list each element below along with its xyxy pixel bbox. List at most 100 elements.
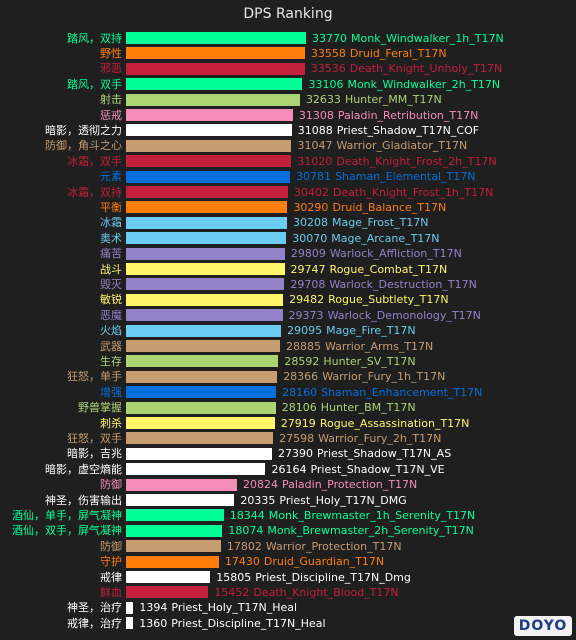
bar-label: 30070 Mage_Arcane_T17N	[292, 231, 439, 246]
spec-label: 元素	[100, 170, 122, 184]
bar-label: 28160 Shaman_Enhancement_T17N	[282, 385, 482, 400]
bar-value: 18074	[228, 524, 264, 538]
bar-label: 18074 Monk_Brewmaster_2h_Serenity_T17N	[228, 523, 474, 538]
bar-label: 17430 Druid_Guardian_T17N	[225, 554, 384, 569]
bar-value: 18344	[229, 508, 265, 522]
bar	[126, 524, 223, 537]
bar	[126, 324, 282, 337]
bar-spec-name: Death_Knight_Unholy_T17N	[349, 62, 503, 76]
bar-spec-name: Death_Knight_Frost_1h_T17N	[333, 185, 494, 199]
bar	[126, 571, 211, 583]
bar-spec-name: Paladin_Retribution_T17N	[337, 108, 479, 122]
spec-label: 野性	[100, 46, 122, 60]
bar-label: 1394 Priest_Holy_T17N_Heal	[139, 600, 297, 615]
bar	[126, 170, 291, 183]
bar	[126, 78, 303, 91]
spec-label: 野兽掌握	[78, 401, 122, 415]
bar-label: 33536 Death_Knight_Unholy_T17N	[311, 61, 503, 76]
bar	[126, 586, 209, 599]
bar-value: 31020	[297, 154, 333, 168]
bar	[126, 401, 276, 414]
bar	[126, 478, 237, 491]
bar-label: 33558 Druid_Feral_T17N	[311, 46, 447, 61]
bar-value: 17430	[224, 555, 260, 569]
bar-value: 28106	[281, 401, 317, 415]
bar	[126, 93, 300, 106]
spec-label: 鲜血	[100, 585, 122, 599]
bar-label: 30781 Shaman_Elemental_T17N	[296, 169, 475, 184]
spec-label: 踏风，双持	[67, 31, 122, 45]
bar-label: 28592 Hunter_SV_T17N	[284, 354, 415, 369]
spec-label: 防御	[100, 539, 122, 553]
bar-label: 31308 Paladin_Retribution_T17N	[299, 108, 478, 123]
bar-spec-name: Hunter_MM_T17N	[344, 93, 442, 107]
bar-label: 31088 Priest_Shadow_T17N_COF	[298, 123, 479, 138]
bar-value: 28885	[285, 339, 321, 353]
bar-value: 29482	[289, 293, 325, 307]
spec-label: 暗影，透彻之力	[45, 123, 122, 137]
bar-label: 17802 Warrior_Protection_T17N	[227, 539, 402, 554]
bar-spec-name: Mage_Arcane_T17N	[331, 231, 440, 245]
chart-title: DPS Ranking	[243, 6, 333, 22]
bar-spec-name: Druid_Feral_T17N	[349, 46, 447, 60]
bar-value: 33558	[310, 46, 346, 60]
bar-label: 28885 Warrior_Arms_T17N	[286, 339, 433, 354]
bar	[126, 263, 285, 275]
bar-spec-name: Warrior_Fury_2h_T17N	[318, 431, 442, 445]
spec-label: 防御，角斗之心	[45, 139, 122, 153]
bar	[126, 201, 288, 214]
spec-label: 惩戒	[100, 108, 122, 122]
bar-spec-name: Monk_Brewmaster_2h_Serenity_T17N	[267, 524, 474, 538]
bar-label: 27598 Warrior_Fury_2h_T17N	[279, 431, 441, 446]
bar-value: 15805	[216, 570, 252, 584]
bar-spec-name: Monk_Windwalker_2h_T17N	[347, 77, 501, 91]
bar-spec-name: Warlock_Affliction_T17N	[329, 247, 462, 261]
bar	[126, 386, 277, 399]
bar-spec-name: Rogue_Assassination_T17N	[319, 416, 470, 430]
spec-label: 防御	[100, 478, 122, 492]
bar-value: 28366	[283, 370, 319, 384]
bar-spec-name: Monk_Windwalker_1h_T17N	[351, 31, 504, 45]
bar-spec-name: Priest_Holy_T17N_Heal	[171, 601, 298, 615]
doyo-logo: DOYO	[514, 616, 572, 636]
bar-value: 30208	[293, 216, 328, 230]
spec-label: 冰霜，双持	[67, 185, 122, 199]
bar-value: 30290	[293, 200, 329, 214]
bar	[126, 139, 292, 152]
spec-label: 射击	[100, 93, 122, 107]
bar	[126, 62, 305, 75]
bar	[126, 370, 278, 383]
bar-label: 27919 Rogue_Assassination_T17N	[281, 416, 470, 431]
spec-label: 冰霜，双手	[67, 154, 122, 168]
spec-label: 奥术	[100, 231, 122, 245]
spec-label: 戒律	[100, 570, 122, 584]
bar	[126, 186, 289, 198]
bar-label: 30402 Death_Knight_Frost_1h_T17N	[294, 185, 493, 200]
bar-label: 1360 Priest_Discipline_T17N_Heal	[139, 616, 325, 631]
bar-label: 18344 Monk_Brewmaster_1h_Serenity_T17N	[230, 508, 476, 523]
bar-label: 29373 Warlock_Demonology_T17N	[289, 308, 481, 323]
spec-label: 平衡	[100, 200, 122, 214]
bar-label: 33770 Monk_Windwalker_1h_T17N	[312, 31, 504, 46]
spec-label: 冰霜	[100, 216, 122, 230]
bar	[126, 340, 280, 352]
bar	[126, 540, 221, 553]
bar-spec-name: Priest_Holy_T17N_DMG	[279, 493, 407, 507]
bar-value: 29809	[290, 247, 326, 261]
bar-spec-name: Priest_Discipline_T17N_Dmg	[255, 570, 411, 584]
spec-label: 神圣，治疗	[67, 601, 122, 615]
bar-value: 33106	[308, 77, 344, 91]
bar-label: 33106 Monk_Windwalker_2h_T17N	[308, 77, 500, 92]
spec-label: 火焰	[100, 324, 122, 338]
bar-spec-name: Shaman_Enhancement_T17N	[321, 385, 483, 399]
spec-label: 守护	[100, 555, 122, 569]
bar	[126, 432, 274, 445]
bar-spec-name: Druid_Balance_T17N	[332, 200, 447, 214]
bar-spec-name: Hunter_BM_T17N	[320, 401, 416, 415]
bar-value: 30781	[296, 170, 332, 184]
bar-label: 30208 Mage_Frost_T17N	[293, 215, 429, 230]
bar-label: 26164 Priest_Shadow_T17N_VE	[271, 462, 444, 477]
bar	[126, 109, 293, 121]
bar-value: 30070	[292, 231, 328, 245]
bar-value: 29095	[287, 324, 323, 338]
